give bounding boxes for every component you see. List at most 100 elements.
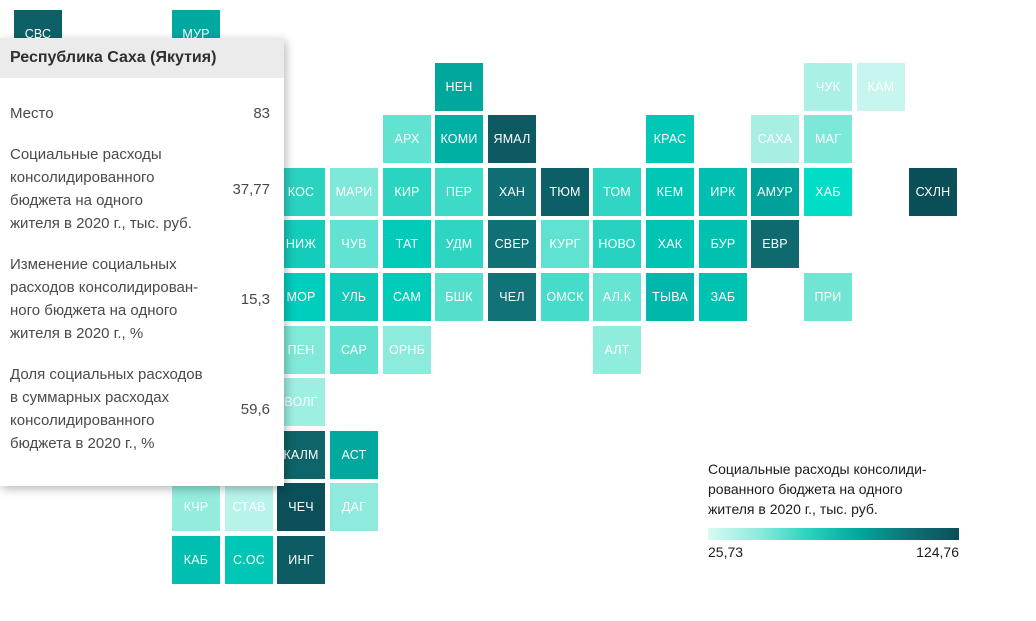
region-tile[interactable]: МОР	[277, 273, 325, 321]
region-tile-label: КАЛМ	[283, 448, 319, 462]
region-tooltip: Республика Саха (Якутия) Место 83 Социальн…	[0, 38, 284, 486]
region-tile-label: ДАГ	[341, 500, 367, 514]
region-tile[interactable]: КУРГ	[541, 220, 589, 268]
region-tile[interactable]: КОС	[277, 168, 325, 216]
region-tile-label: ТЮМ	[549, 185, 581, 199]
region-tile[interactable]: АСТ	[330, 431, 378, 479]
region-tile[interactable]: АЛТ	[593, 326, 641, 374]
region-tile[interactable]: КЧР	[172, 483, 220, 531]
region-tile-label: АМУР	[757, 185, 793, 199]
region-tile[interactable]: ЕВР	[751, 220, 799, 268]
region-tile-label: ЧУВ	[341, 237, 367, 251]
region-tile-label: ОРНБ	[388, 343, 426, 357]
region-tile[interactable]: ТОМ	[593, 168, 641, 216]
region-tile[interactable]: КЕМ	[646, 168, 694, 216]
region-tile-label: УДМ	[445, 237, 473, 251]
region-tile[interactable]: НИЖ	[277, 220, 325, 268]
region-tile[interactable]: УДМ	[435, 220, 483, 268]
region-tile[interactable]: НЕН	[435, 63, 483, 111]
region-tile[interactable]: ХАН	[488, 168, 536, 216]
tooltip-row-label: Доля социальных расходов в суммарных рас…	[10, 366, 203, 452]
region-tile[interactable]: ХАК	[646, 220, 694, 268]
region-tile-label: ЕВР	[762, 237, 788, 251]
tooltip-row: Социальные расходы консолидированного бю…	[10, 143, 270, 235]
region-tile[interactable]: КОМИ	[435, 115, 483, 163]
region-tile-label: АСТ	[341, 448, 367, 462]
region-tile-label: КИР	[394, 185, 420, 199]
region-tile[interactable]: МАРИ	[330, 168, 378, 216]
region-tile[interactable]: КАБ	[172, 536, 220, 584]
tooltip-row-value: 37,77	[232, 180, 270, 198]
tooltip-row-label: Изменение социальных расходов консолидир…	[10, 256, 199, 342]
region-tile[interactable]: ДАГ	[330, 483, 378, 531]
region-tile[interactable]: ТЮМ	[541, 168, 589, 216]
region-tile-label: САМ	[392, 290, 422, 304]
region-tile[interactable]: ЯМАЛ	[488, 115, 536, 163]
region-tile[interactable]: САМ	[383, 273, 431, 321]
tooltip-row: Изменение социальных расходов консолидир…	[10, 253, 270, 345]
region-tile[interactable]: ИНГ	[277, 536, 325, 584]
region-tile[interactable]: АЛ.К	[593, 273, 641, 321]
region-tile[interactable]: ЗАБ	[699, 273, 747, 321]
region-tile[interactable]: ТЫВА	[646, 273, 694, 321]
region-tile[interactable]: НОВО	[593, 220, 641, 268]
color-scale-legend: Социальные расходы консолиди- рованного …	[708, 459, 959, 560]
region-tile[interactable]: ЧУВ	[330, 220, 378, 268]
region-tile-label: МАРИ	[335, 185, 373, 199]
region-tile-label: ТАТ	[395, 237, 419, 251]
tooltip-row-value: 83	[253, 105, 270, 122]
region-tile[interactable]: ОМСК	[541, 273, 589, 321]
region-tile[interactable]: КРАС	[646, 115, 694, 163]
region-tile-label: КЕМ	[656, 185, 684, 199]
region-tile-label: ТЫВА	[652, 290, 688, 304]
region-tile[interactable]: ОРНБ	[383, 326, 431, 374]
tooltip-row-value: 15,3	[240, 290, 270, 308]
region-tile[interactable]: САХА	[751, 115, 799, 163]
region-tile-label: УЛЬ	[341, 290, 367, 304]
region-tile[interactable]: ПЕН	[277, 326, 325, 374]
region-tile[interactable]: ПРИ	[804, 273, 852, 321]
region-tile-label: НЕН	[445, 80, 473, 94]
region-tile[interactable]: ЧУК	[804, 63, 852, 111]
region-tile[interactable]: БШК	[435, 273, 483, 321]
tooltip-rows: Место 83 Социальные расходы консолидирован…	[0, 78, 284, 485]
region-tile[interactable]: СВЕР	[488, 220, 536, 268]
region-tile[interactable]: С.ОС	[225, 536, 273, 584]
tooltip-row-value: 59,6	[240, 400, 270, 418]
region-tile[interactable]: БУР	[699, 220, 747, 268]
region-tile[interactable]: ПЕР	[435, 168, 483, 216]
region-tile[interactable]: ХАБ	[804, 168, 852, 216]
region-tile[interactable]: МАГ	[804, 115, 852, 163]
region-tile-label: КОМИ	[440, 132, 478, 146]
region-tile-label: МАГ	[814, 132, 842, 146]
region-tile-label: ЧЕЛ	[499, 290, 525, 304]
region-tile[interactable]: АРХ	[383, 115, 431, 163]
region-tile-label: ПЕН	[287, 343, 315, 357]
region-tile-label: АЛТ	[604, 343, 630, 357]
region-tile[interactable]: КАМ	[857, 63, 905, 111]
region-tile[interactable]: ЧЕЛ	[488, 273, 536, 321]
region-tile[interactable]: ВОЛГ	[277, 378, 325, 426]
region-tile-label: БШК	[445, 290, 473, 304]
region-tile-label: АРХ	[394, 132, 420, 146]
region-tile[interactable]: УЛЬ	[330, 273, 378, 321]
region-tile-label: КУРГ	[549, 237, 581, 251]
region-tile-label: ОМСК	[546, 290, 584, 304]
region-tile-label: ХАН	[498, 185, 526, 199]
region-tile[interactable]: АМУР	[751, 168, 799, 216]
region-tile-label: КАМ	[867, 80, 895, 94]
region-tile[interactable]: КИР	[383, 168, 431, 216]
region-tile[interactable]: СТАВ	[225, 483, 273, 531]
region-tile[interactable]: САР	[330, 326, 378, 374]
region-tile-label: ХАБ	[815, 185, 841, 199]
region-tile[interactable]: ЧЕЧ	[277, 483, 325, 531]
region-tile-label: СВС	[24, 27, 52, 41]
region-tile-label: ИНГ	[288, 553, 314, 567]
region-tile[interactable]: ИРК	[699, 168, 747, 216]
legend-max-value: 124,76	[916, 544, 959, 560]
region-tile[interactable]: КАЛМ	[277, 431, 325, 479]
region-tile[interactable]: СХЛН	[909, 168, 957, 216]
region-tile[interactable]: ТАТ	[383, 220, 431, 268]
